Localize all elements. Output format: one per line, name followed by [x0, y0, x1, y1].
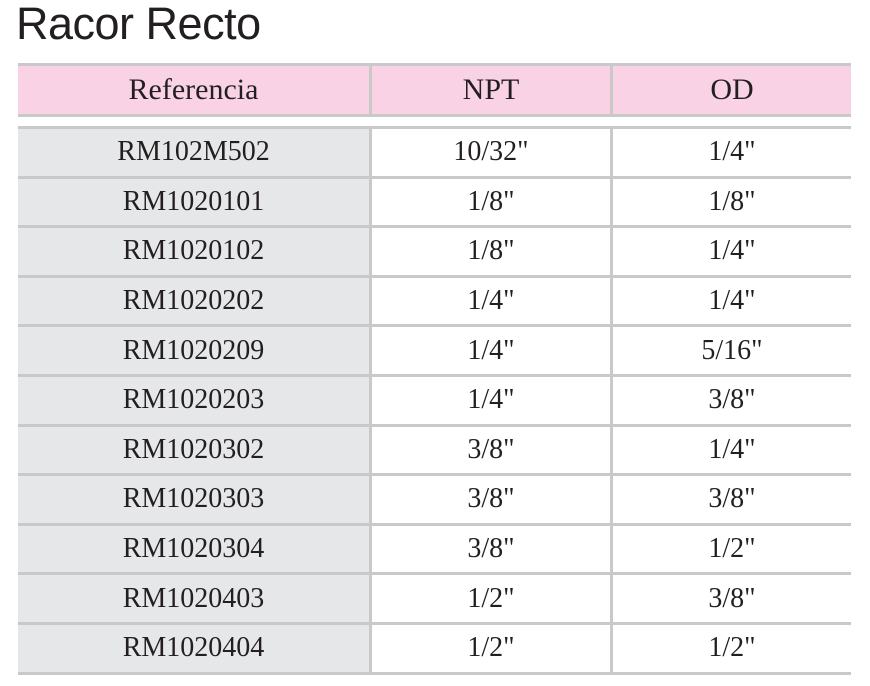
cell-npt: 3/8"	[369, 476, 610, 523]
table-row: RM1020302 3/8" 1/4"	[18, 426, 851, 477]
product-table: Referencia NPT OD RM102M502 10/32" 1/4" RM1…	[18, 63, 851, 675]
cell-npt: 3/8"	[369, 525, 610, 573]
cell-npt: 1/8"	[369, 228, 610, 275]
page-title: Racor Recto	[16, 0, 261, 49]
table-row: RM1020102 1/8" 1/4"	[18, 228, 851, 278]
cell-od: 1/4"	[610, 277, 851, 325]
cell-od: 1/8"	[610, 178, 851, 226]
table-row: RM1020304 3/8" 1/2"	[18, 525, 851, 576]
cell-npt: 1/4"	[369, 376, 610, 424]
cell-od: 3/8"	[610, 575, 851, 622]
cell-referencia: RM1020303	[18, 476, 369, 523]
table-row: RM1020202 1/4" 1/4"	[18, 277, 851, 328]
table-row: RM1020203 1/4" 3/8"	[18, 376, 851, 427]
cell-npt: 1/2"	[369, 575, 610, 622]
cell-od: 3/8"	[610, 476, 851, 523]
cell-npt: 10/32"	[369, 129, 610, 176]
table-body: RM102M502 10/32" 1/4" RM1020101 1/8" 1/8" RM10…	[18, 126, 851, 675]
cell-od: 1/2"	[610, 525, 851, 573]
table-row: RM1020403 1/2" 3/8"	[18, 575, 851, 625]
cell-referencia: RM1020101	[18, 178, 369, 226]
cell-npt: 1/8"	[369, 178, 610, 226]
table-row: RM1020303 3/8" 3/8"	[18, 476, 851, 526]
header-npt: NPT	[369, 66, 610, 114]
cell-referencia: RM1020102	[18, 228, 369, 275]
table-row: RM1020101 1/8" 1/8"	[18, 178, 851, 229]
cell-od: 1/4"	[610, 426, 851, 474]
cell-referencia: RM102M502	[18, 129, 369, 176]
header-referencia: Referencia	[128, 73, 259, 106]
cell-referencia: RM1020209	[18, 327, 369, 374]
cell-od: 1/4"	[610, 129, 851, 176]
cell-npt: 3/8"	[369, 426, 610, 474]
cell-od: 5/16"	[610, 327, 851, 374]
cell-referencia: RM1020203	[18, 376, 369, 424]
cell-referencia: RM1020202	[18, 277, 369, 325]
cell-referencia: RM1020302	[18, 426, 369, 474]
cell-od: 1/2"	[610, 624, 851, 672]
cell-referencia: RM1020404	[18, 624, 369, 672]
cell-npt: 1/4"	[369, 327, 610, 374]
table-row: RM102M502 10/32" 1/4"	[18, 129, 851, 179]
cell-npt: 1/4"	[369, 277, 610, 325]
cell-npt: 1/2"	[369, 624, 610, 672]
table-header: Referencia NPT OD	[18, 63, 851, 117]
header-od: OD	[610, 66, 851, 114]
cell-referencia: RM1020304	[18, 525, 369, 573]
table-row: RM1020404 1/2" 1/2"	[18, 624, 851, 675]
cell-od: 3/8"	[610, 376, 851, 424]
header-gap	[18, 117, 851, 126]
cell-referencia: RM1020403	[18, 575, 369, 622]
table-row: RM1020209 1/4" 5/16"	[18, 327, 851, 377]
cell-od: 1/4"	[610, 228, 851, 275]
